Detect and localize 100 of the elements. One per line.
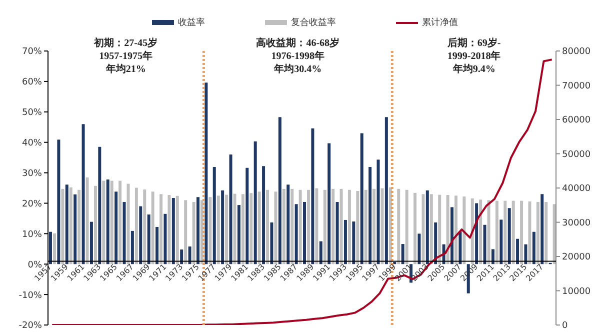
bar (470, 198, 474, 264)
bar (544, 202, 548, 264)
bar (328, 143, 331, 264)
bar (156, 226, 159, 264)
bar (69, 187, 72, 264)
bar (102, 180, 106, 264)
y2-tick-label: 40000 (562, 184, 591, 194)
bar (246, 168, 249, 264)
bar (134, 188, 138, 264)
bar (90, 222, 93, 264)
bar (229, 154, 232, 264)
legend-label: 收益率 (177, 16, 205, 29)
annotation: 年均21% (104, 63, 146, 75)
bar (475, 203, 478, 264)
bar (53, 233, 56, 264)
bar (479, 200, 482, 264)
legend-label: 累计净值 (421, 16, 458, 29)
bar (414, 192, 417, 264)
bar (208, 197, 212, 264)
bar (323, 190, 326, 264)
bar (278, 117, 282, 264)
bar (376, 160, 380, 264)
bar (348, 190, 351, 264)
y-tick-label: -20% (18, 321, 42, 332)
bar (446, 195, 450, 264)
bar (294, 204, 298, 264)
bar (430, 194, 433, 264)
bar (233, 194, 236, 264)
y2-tick-label: 80000 (562, 47, 591, 58)
bar (332, 188, 335, 264)
bar (94, 186, 97, 264)
bar (254, 141, 257, 264)
bar (520, 200, 524, 264)
bar (270, 222, 274, 264)
y-tick-label: 50% (22, 108, 42, 118)
bar (262, 166, 266, 264)
bar (180, 250, 184, 264)
bar (290, 188, 294, 264)
bar (168, 195, 171, 264)
bar (172, 198, 175, 264)
bar (258, 192, 261, 264)
bar (303, 202, 306, 264)
text: 高收益期：46-68岁 (256, 37, 340, 49)
y-tick-label: 60% (22, 78, 42, 88)
bar (380, 188, 384, 264)
y-tick-label: 20% (22, 199, 42, 210)
bar (122, 202, 126, 264)
bar (86, 177, 89, 264)
y2-tick-label: 0 (562, 321, 568, 332)
bar (216, 196, 220, 264)
y-tick-label: 30% (22, 168, 42, 179)
bar (176, 196, 179, 264)
bar (491, 249, 494, 264)
annotation: 1957-1975年 (99, 50, 153, 62)
bar (143, 190, 146, 264)
bar (151, 192, 154, 264)
bar (524, 244, 528, 264)
bar (221, 190, 224, 264)
bar (126, 184, 130, 264)
bar (106, 179, 110, 264)
bar (298, 190, 302, 264)
bar (311, 128, 314, 264)
bar (512, 200, 515, 264)
bar (500, 220, 503, 264)
bar (319, 241, 322, 264)
bar (540, 194, 544, 264)
y2-tick-label: 50000 (562, 150, 591, 160)
y-tick-label: -10% (18, 290, 42, 301)
y2-tick-label: 10000 (562, 286, 591, 297)
bar (418, 234, 421, 264)
bar (352, 221, 356, 264)
bar (422, 194, 425, 264)
bar (336, 202, 339, 264)
text: 初期：27-45岁 (93, 37, 158, 49)
bar (458, 231, 462, 264)
bar (65, 184, 68, 264)
bar (274, 192, 278, 264)
bar (204, 82, 208, 264)
bar (356, 191, 360, 264)
annotation: 1976-1998年 (271, 50, 325, 62)
bar (483, 224, 486, 264)
bar (508, 208, 511, 264)
annotation: 1999-2018年 (447, 50, 501, 62)
bar (504, 200, 507, 264)
bar (434, 222, 438, 264)
legend-label: 复合收益率 (290, 16, 336, 29)
bar (315, 188, 318, 264)
bar (495, 200, 498, 264)
bar (225, 194, 228, 264)
bar (364, 190, 368, 264)
text: 后期：69岁- (446, 37, 501, 49)
bar (82, 124, 85, 264)
bar (160, 194, 163, 264)
bar (110, 180, 114, 264)
bar (368, 166, 372, 264)
bar (61, 188, 64, 264)
bar (426, 190, 429, 264)
bar (286, 184, 290, 264)
bar (536, 202, 540, 264)
bar (266, 190, 270, 264)
